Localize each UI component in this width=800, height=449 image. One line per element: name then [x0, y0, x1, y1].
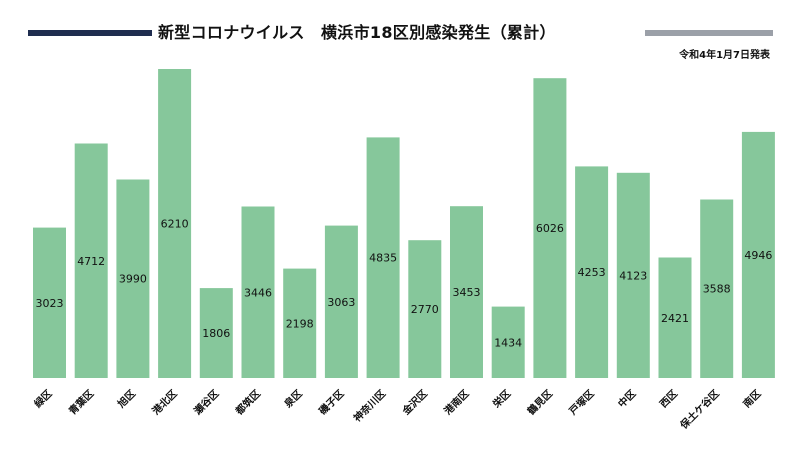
bar-9 [408, 240, 442, 378]
bar-1 [74, 143, 108, 378]
data-label-2: 3990 [119, 273, 147, 286]
bar-10 [450, 206, 483, 378]
category-label-7: 磯子区 [316, 387, 346, 417]
bar-8 [366, 137, 400, 378]
bar-17 [741, 131, 775, 378]
category-label-12: 鶴見区 [525, 387, 555, 417]
category-label-11: 栄区 [489, 387, 513, 411]
data-label-15: 2421 [661, 312, 689, 325]
category-label-15: 西区 [657, 388, 680, 411]
data-label-11: 1434 [494, 336, 522, 349]
data-label-3: 6210 [161, 218, 189, 231]
data-label-16: 3588 [703, 283, 731, 296]
bar-4 [199, 288, 233, 378]
data-label-10: 3453 [453, 286, 481, 299]
title-rule-left [28, 30, 152, 36]
category-label-5: 都筑区 [232, 387, 263, 418]
bar-14 [616, 172, 650, 378]
bar-0 [33, 227, 66, 378]
data-label-1: 4712 [77, 255, 105, 268]
data-label-13: 4253 [578, 266, 606, 279]
category-label-1: 青葉区 [66, 387, 96, 417]
data-label-7: 3063 [327, 296, 355, 309]
category-label-9: 金沢区 [399, 387, 430, 418]
data-label-5: 3446 [244, 286, 272, 299]
bar-13 [575, 166, 609, 378]
data-label-4: 1806 [202, 327, 230, 340]
category-label-3: 港北区 [149, 387, 179, 417]
publication-date: 令和4年1月7日発表 [679, 50, 770, 61]
title-rule-right [645, 30, 773, 36]
category-label-4: 瀬谷区 [191, 387, 221, 417]
category-label-14: 中区 [615, 387, 638, 410]
bar-15 [658, 257, 692, 378]
category-label-8: 神奈川区 [351, 387, 388, 424]
chart-title: 新型コロナウイルス 横浜市18区別感染発生（累計） [158, 23, 556, 42]
bar-6 [283, 268, 317, 378]
data-label-17: 4946 [744, 249, 772, 262]
data-label-12: 6026 [536, 222, 564, 235]
bar-11 [491, 306, 525, 378]
category-label-16: 保土ケ谷区 [677, 387, 722, 432]
data-label-9: 2770 [411, 303, 439, 316]
bar-12 [533, 78, 567, 378]
category-label-17: 南区 [740, 387, 763, 410]
bar-5 [241, 206, 275, 378]
category-label-0: 緑区 [31, 387, 54, 410]
bar-16 [700, 199, 734, 378]
category-label-6: 泉区 [281, 387, 305, 411]
data-label-6: 2198 [286, 317, 314, 330]
category-label-10: 港南区 [441, 387, 471, 417]
category-label-2: 旭区 [114, 387, 138, 411]
bar-7 [324, 225, 358, 378]
bar-2 [116, 179, 150, 378]
data-label-8: 4835 [369, 252, 397, 265]
category-label-13: 戸塚区 [566, 387, 596, 417]
bar-3 [158, 69, 192, 378]
data-label-14: 4123 [619, 269, 647, 282]
data-label-0: 3023 [36, 297, 64, 310]
